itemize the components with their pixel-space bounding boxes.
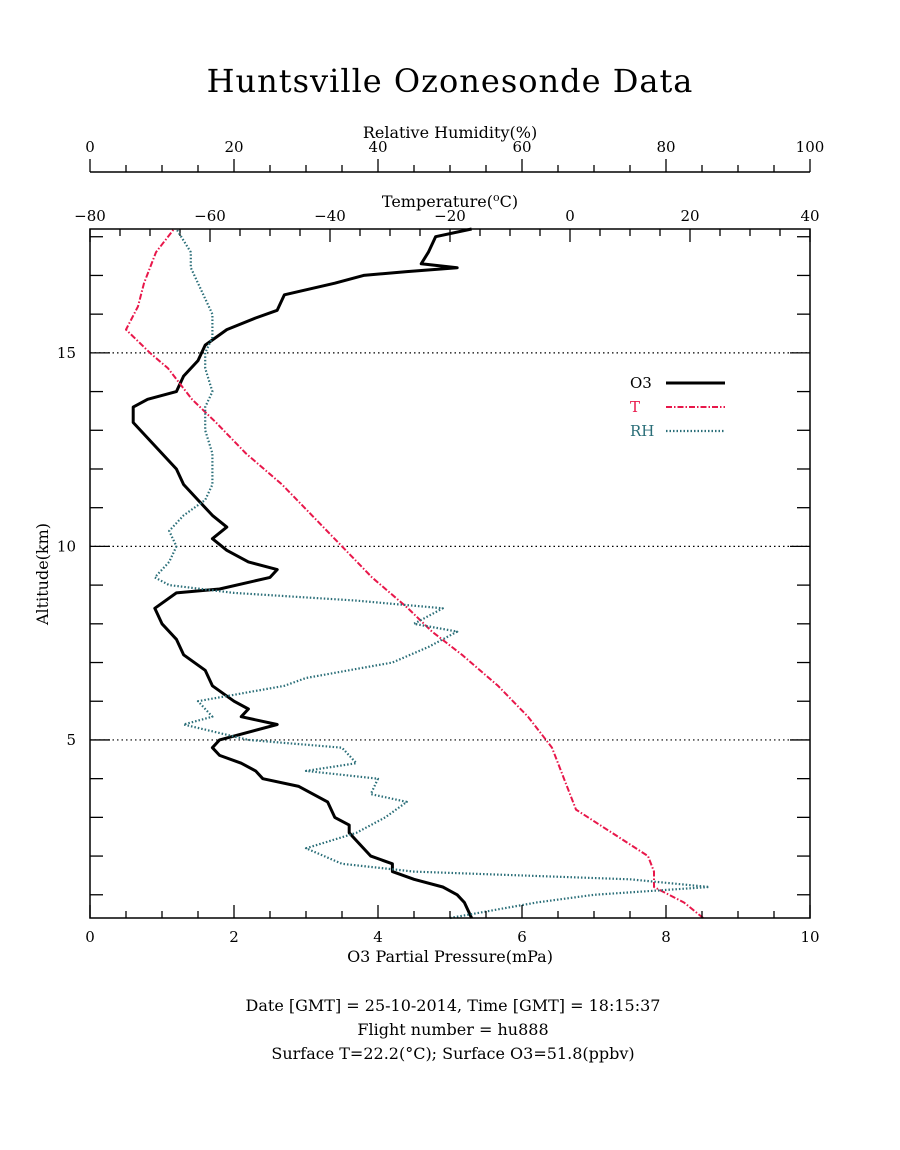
rh-tick-label: 80 [656,138,675,156]
temperature-tick-label: −60 [194,207,226,225]
rh-tick-label: 40 [368,138,387,156]
altitude-tick-label: 15 [57,344,76,362]
temperature-tick-label: −20 [434,207,466,225]
altitude-tick-label: 10 [57,537,76,555]
legend-label-rh: RH [630,422,654,440]
footer-date-time: Date [GMT] = 25-10-2014, Time [GMT] = 18… [246,996,661,1015]
temperature-tick-label: 0 [565,207,575,225]
altitude-axis-title: Altitude(km) [33,523,52,626]
o3-tick-label: 0 [85,928,95,946]
chart-title: Huntsville Ozonesonde Data [207,62,694,100]
rh-axis: 0 20 40 60 80 100 [85,138,825,173]
o3-tick-label: 10 [800,928,819,946]
o3-tick-label: 4 [373,928,383,946]
altitude-tick-label: 5 [66,731,76,749]
rh-tick-label: 100 [796,138,825,156]
temperature-tick-label: −40 [314,207,346,225]
rh-tick-label: 60 [512,138,531,156]
rh-tick-label: 20 [224,138,243,156]
o3-tick-label: 2 [229,928,239,946]
temperature-tick-label: 20 [680,207,699,225]
altitude-axis: 5 10 15 [57,236,810,896]
rh-axis-title: Relative Humidity(%) [363,123,537,142]
o3-axis-title: O3 Partial Pressure(mPa) [347,947,553,966]
o3-tick-label: 8 [661,928,671,946]
rh-tick-label: 0 [85,138,95,156]
series-line-o3 [131,227,473,919]
temperature-tick-label: −80 [74,207,106,225]
series-line-t [125,228,704,919]
legend: O3 T RH [630,374,725,440]
o3-axis: 0 2 4 6 8 10 [85,905,820,946]
gridlines [90,352,810,741]
series-line-rh [153,228,711,920]
series-group [125,227,711,920]
temperature-tick-label: 40 [800,207,819,225]
footer-surface-values: Surface T=22.2(°C); Surface O3=51.8(ppbv… [271,1044,634,1063]
temperature-axis: −80 −60 −40 −20 0 20 40 [74,207,820,242]
temperature-axis-title: Temperature(oC) [382,191,518,211]
o3-tick-label: 6 [517,928,527,946]
legend-label-t: T [630,398,640,416]
legend-label-o3: O3 [630,374,652,392]
plot-frame [89,228,811,919]
footer-flight-number: Flight number = hu888 [357,1020,548,1039]
